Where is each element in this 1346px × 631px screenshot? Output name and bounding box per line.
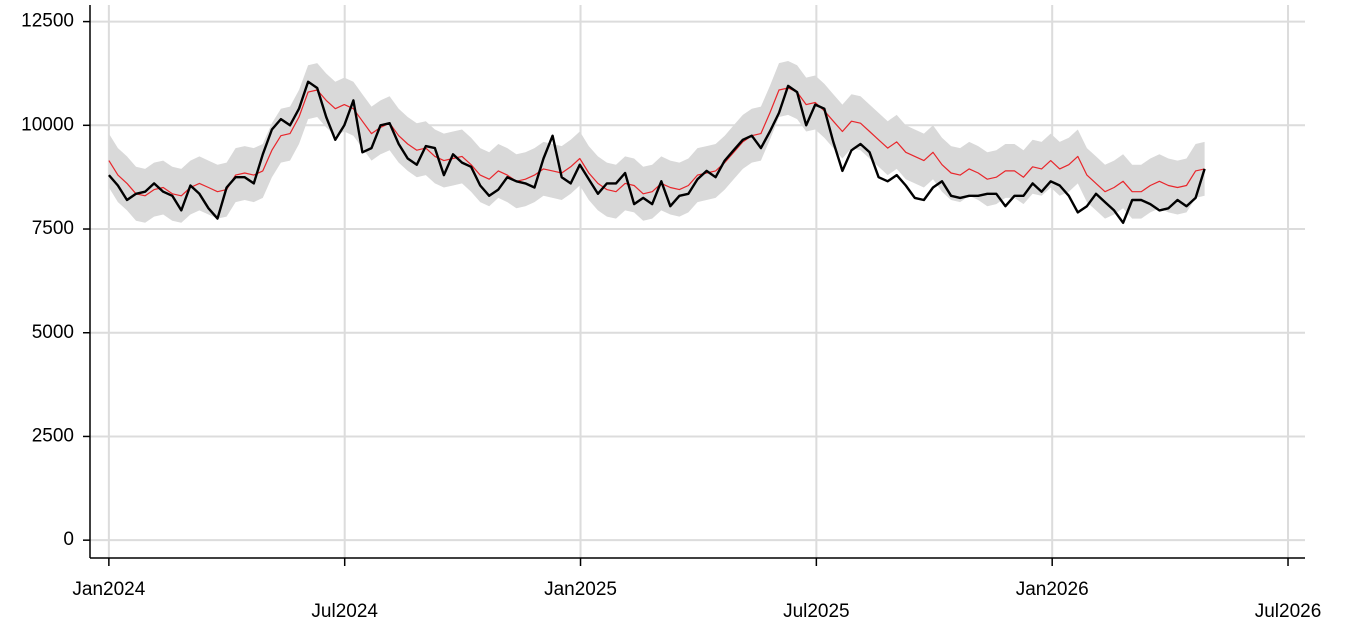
x-tick-label: Jul2026 [1255, 601, 1322, 622]
confidence-band [108, 61, 1205, 223]
y-tick-label: 12500 [21, 11, 74, 32]
x-tick-label: Jan2024 [72, 579, 145, 600]
x-tick-label: Jul2024 [311, 601, 378, 622]
x-tick-label: Jul2025 [783, 601, 850, 622]
series-line [108, 87, 1205, 197]
x-tick-label: Jan2026 [1016, 579, 1089, 600]
y-tick-label: 0 [63, 529, 74, 550]
y-tick-label: 7500 [32, 218, 74, 239]
y-tick-label: 2500 [32, 425, 74, 446]
x-tick-label: Jan2025 [544, 579, 617, 600]
y-tick-label: 10000 [21, 114, 74, 135]
series-line [107, 80, 1206, 224]
y-tick-label: 5000 [32, 322, 74, 343]
